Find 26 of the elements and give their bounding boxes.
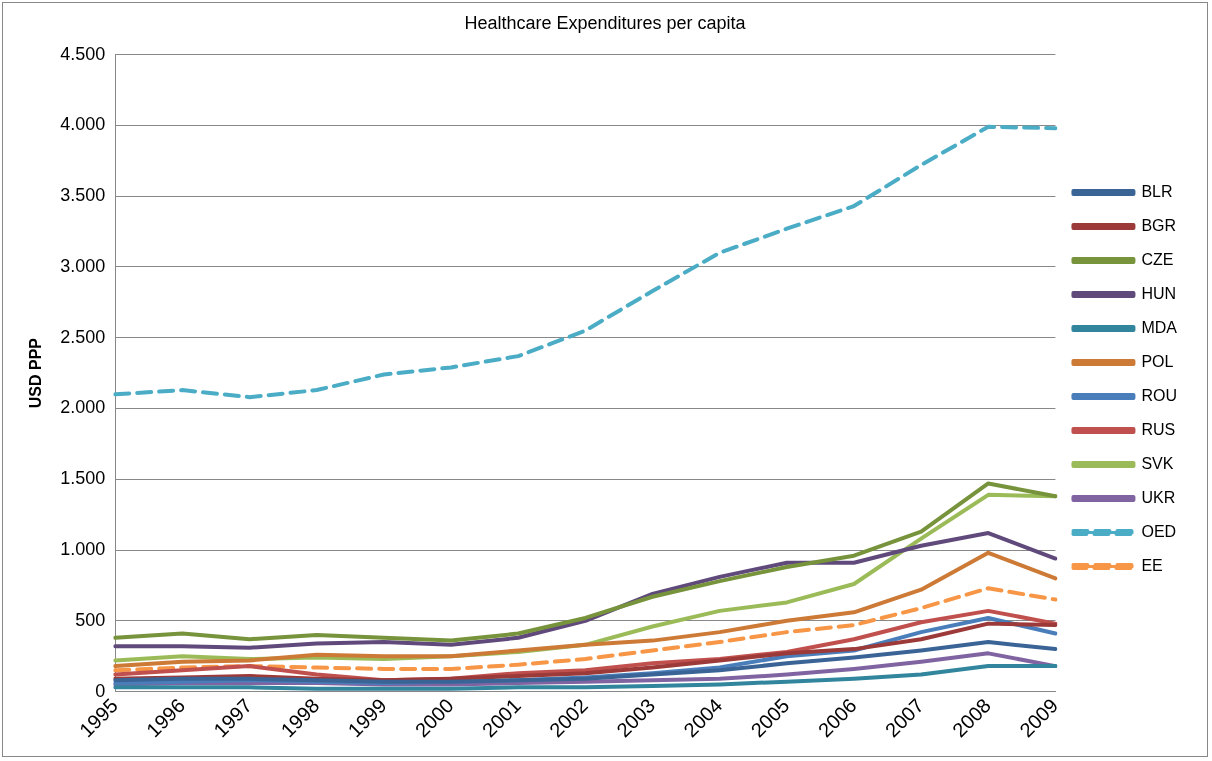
legend-label: CZE (1141, 250, 1174, 268)
legend-label: ROU (1141, 386, 1178, 404)
y-tick-label: 500 (75, 609, 106, 630)
legend-label: BLR (1141, 182, 1173, 200)
y-tick-label: 2.500 (60, 326, 106, 347)
legend-label: RUS (1141, 420, 1176, 438)
y-tick-label: 3.500 (60, 185, 106, 206)
legend-label: HUN (1141, 284, 1177, 302)
y-tick-label: 0 (95, 680, 106, 701)
legend-label: SVK (1141, 454, 1174, 472)
chart-title: Healthcare Expenditures per capita (464, 12, 747, 33)
y-tick-label: 4.500 (60, 43, 106, 64)
y-tick-label: 4.000 (60, 114, 106, 135)
line-series (113, 124, 1058, 400)
y-tick-label: 2.000 (60, 397, 106, 418)
legend-label: OED (1141, 522, 1177, 540)
y-tick-label: 1.500 (60, 468, 106, 489)
y-tick-label: 3.000 (60, 255, 106, 276)
legend-label: EE (1141, 556, 1163, 574)
legend-label: POL (1141, 352, 1174, 370)
y-axis-title: USD PPP (27, 337, 45, 409)
legend-label: MDA (1141, 318, 1178, 336)
line-series (113, 586, 1058, 673)
legend-label: BGR (1141, 216, 1177, 234)
y-tick-label: 1.000 (60, 538, 106, 559)
legend-label: UKR (1141, 488, 1176, 506)
